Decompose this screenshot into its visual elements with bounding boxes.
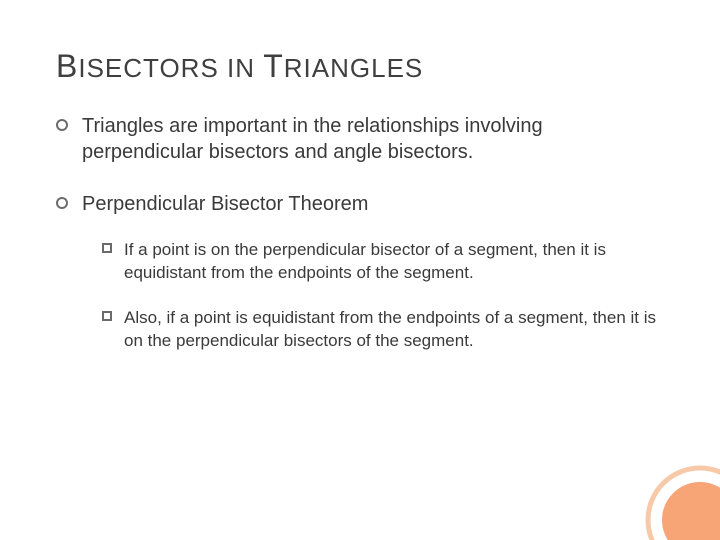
sub-list-item: Also, if a point is equidistant from the… [82, 307, 664, 353]
ring-bullet-icon [56, 197, 68, 209]
list-item-text: Triangles are important in the relations… [82, 115, 543, 163]
sub-list-item-text: If a point is on the perpendicular bisec… [124, 240, 606, 282]
title-seg-2: RIANGLES [284, 53, 424, 83]
list-item-text: Perpendicular Bisector Theorem [82, 193, 368, 215]
slide-title: BISECTORS IN TRIANGLES [56, 48, 664, 85]
list-item: Perpendicular Bisector Theorem If a poin… [56, 191, 664, 353]
title-cap-2: T [263, 48, 284, 84]
ring-bullet-icon [56, 119, 68, 131]
body-list: Triangles are important in the relations… [56, 113, 664, 353]
sub-list-item: If a point is on the perpendicular bisec… [82, 239, 664, 285]
decor-inner-circle [662, 482, 720, 540]
decor-outer-ring [648, 468, 720, 540]
square-bullet-icon [102, 243, 112, 253]
title-seg-1: ISECTORS IN [78, 53, 263, 83]
sub-list-item-text: Also, if a point is equidistant from the… [124, 308, 656, 350]
slide: BISECTORS IN TRIANGLES Triangles are imp… [0, 0, 720, 540]
square-bullet-icon [102, 311, 112, 321]
sub-list: If a point is on the perpendicular bisec… [82, 239, 664, 353]
corner-decor-icon [600, 420, 720, 540]
title-cap-1: B [56, 48, 78, 84]
list-item: Triangles are important in the relations… [56, 113, 664, 165]
